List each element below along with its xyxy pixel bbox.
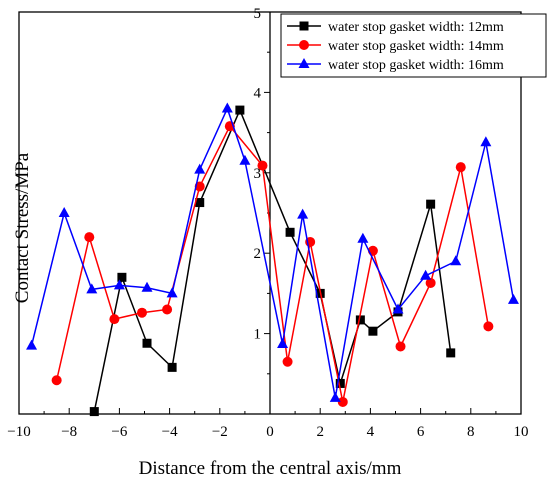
series-line-16mm — [30, 106, 515, 399]
data-point-16mm — [392, 303, 404, 314]
x-tick-label: 2 — [316, 424, 324, 440]
data-point-14mm — [84, 232, 95, 243]
series-16mm — [26, 102, 519, 402]
data-point-14mm — [425, 277, 436, 288]
data-point-16mm — [420, 269, 432, 280]
x-tick-label: −10 — [7, 424, 30, 440]
data-point-14mm — [337, 396, 348, 407]
series-14mm — [51, 121, 494, 407]
x-tick-label: 10 — [514, 424, 529, 440]
y-tick-label: 4 — [254, 85, 262, 101]
data-point-12mm — [117, 272, 127, 282]
data-point-12mm — [195, 198, 205, 208]
x-tick-label: 4 — [367, 424, 375, 440]
data-point-16mm — [58, 207, 70, 217]
data-point-16mm — [480, 136, 492, 147]
data-point-14mm — [162, 304, 173, 315]
x-tick-label: 6 — [417, 424, 425, 440]
legend: water stop gasket width: 12mm water stop… — [280, 13, 547, 78]
data-point-16mm — [329, 391, 341, 402]
legend-label-12mm: water stop gasket width: 12mm — [328, 20, 504, 35]
legend-marker — [299, 21, 309, 31]
x-tick-label: 8 — [467, 424, 475, 440]
data-point-14mm — [51, 375, 62, 386]
y-tick-label: 2 — [254, 246, 262, 262]
y-tick-label: 1 — [254, 327, 262, 343]
y-tick-label: 5 — [254, 6, 262, 22]
series-12mm — [89, 105, 456, 417]
data-point-14mm — [109, 314, 120, 325]
x-tick-label: −8 — [61, 424, 77, 440]
legend-symbol-12mm — [287, 21, 321, 31]
legend-label-14mm: water stop gasket width: 14mm — [328, 39, 504, 54]
y-axis-title: Contact Stress/MPa — [12, 152, 33, 303]
x-tick-label: −2 — [212, 424, 228, 440]
data-point-16mm — [277, 338, 289, 349]
legend-item-12mm: water stop gasket width: 12mm — [287, 20, 504, 35]
data-point-16mm — [507, 293, 519, 304]
data-point-12mm — [285, 227, 295, 237]
data-point-14mm — [282, 356, 293, 367]
data-point-16mm — [221, 102, 233, 113]
data-point-12mm — [142, 338, 152, 348]
legend-symbol-14mm — [287, 40, 321, 50]
data-point-16mm — [113, 279, 125, 290]
data-point-16mm — [297, 208, 309, 219]
data-point-14mm — [455, 162, 466, 173]
legend-symbol-16mm — [287, 58, 321, 68]
legend-label-16mm: water stop gasket width: 16mm — [328, 58, 504, 73]
legend-box — [280, 13, 547, 78]
data-point-16mm — [357, 232, 369, 243]
data-point-12mm — [426, 199, 436, 209]
data-point-14mm — [257, 160, 268, 171]
plot-frame — [18, 11, 522, 415]
series-layer — [26, 102, 519, 417]
legend-marker — [298, 58, 310, 68]
data-point-16mm — [141, 281, 153, 292]
legend-marker — [299, 40, 309, 50]
data-point-14mm — [136, 307, 147, 318]
legend-item-14mm: water stop gasket width: 14mm — [287, 39, 504, 54]
x-axis-title: Distance from the central axis/mm — [139, 458, 402, 479]
data-point-14mm — [395, 341, 406, 352]
x-tick-label: 0 — [266, 424, 274, 440]
tick-marks — [18, 11, 522, 414]
y-tick-label: 3 — [254, 166, 262, 182]
data-point-16mm — [239, 154, 251, 165]
data-point-16mm — [166, 287, 178, 298]
data-point-16mm — [26, 339, 38, 350]
data-point-16mm — [450, 255, 462, 266]
data-point-12mm — [446, 348, 456, 358]
x-tick-label: −6 — [111, 424, 127, 440]
data-point-12mm — [167, 362, 177, 372]
legend-item-16mm: water stop gasket width: 16mm — [287, 58, 504, 73]
data-point-16mm — [86, 283, 98, 294]
series-line-12mm — [93, 108, 452, 412]
series-line-14mm — [55, 124, 490, 403]
data-point-12mm — [89, 407, 99, 417]
data-point-12mm — [335, 378, 345, 388]
data-point-16mm — [194, 163, 206, 174]
data-point-12mm — [368, 326, 378, 336]
data-point-14mm — [483, 321, 494, 332]
data-point-12mm — [235, 105, 245, 115]
data-point-12mm — [355, 315, 365, 325]
x-tick-label: −4 — [162, 424, 178, 440]
